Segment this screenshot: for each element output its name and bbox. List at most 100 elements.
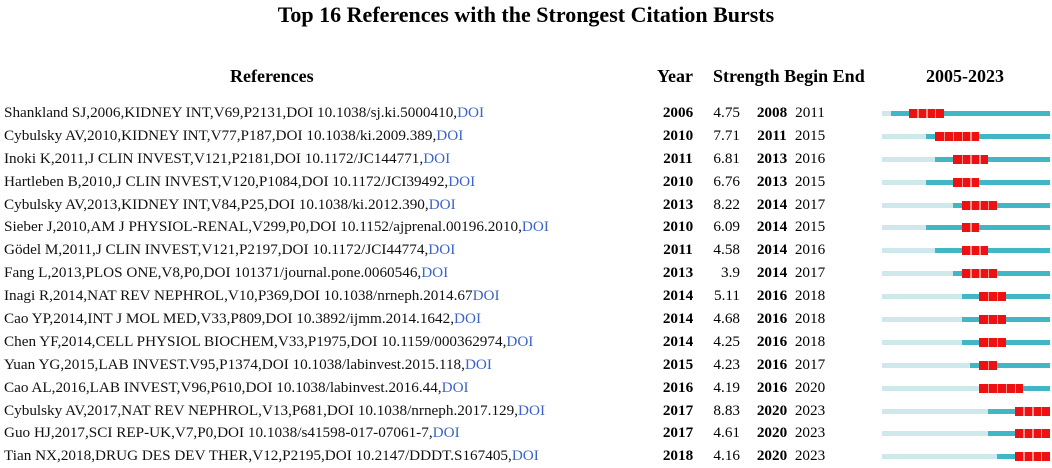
table-row: Tian NX,2018,DRUG DES DEV THER,V12,P2195… <box>0 445 1052 468</box>
doi-link[interactable]: DOI <box>441 378 469 396</box>
doi-link[interactable]: DOI <box>428 241 456 259</box>
strength-cell: 8.83 <box>713 401 740 419</box>
reference-text: Cybulsky AV,2013,KIDNEY INT,V84,P25,DOI … <box>4 195 429 213</box>
doi-link[interactable]: DOI <box>472 287 500 305</box>
reference-cell: Inagi R,2014,NAT REV NEPHROL,V10,P369,DO… <box>4 285 500 308</box>
end-cell: 2017 <box>794 195 826 213</box>
burst-year-tick <box>979 269 981 279</box>
burst-year-tick <box>988 269 990 279</box>
reference-text: Chen YF,2014,CELL PHYSIOL BIOCHEM,V33,P1… <box>4 332 507 350</box>
burst-timeline <box>882 148 1050 171</box>
burst-segment <box>979 315 1006 325</box>
pre-publication-segment <box>882 202 953 208</box>
burst-segment <box>979 383 1024 393</box>
end-cell: 2015 <box>794 172 826 190</box>
end-cell: 2023 <box>794 447 826 465</box>
table-row: Cao AL,2016,LAB INVEST,V96,P610,DOI 10.1… <box>0 377 1052 400</box>
table-row: Cybulsky AV,2010,KIDNEY INT,V77,P187,DOI… <box>0 125 1052 148</box>
burst-segment <box>935 131 980 141</box>
year-cell: 2014 <box>662 287 694 305</box>
reference-cell: Cao AL,2016,LAB INVEST,V96,P610,DOI 10.1… <box>4 377 469 400</box>
burst-year-tick <box>979 246 981 256</box>
reference-cell: Hartleben B,2010,J CLIN INVEST,V120,P108… <box>4 171 475 194</box>
burst-timeline <box>882 377 1050 400</box>
begin-cell: 2016 <box>756 287 788 305</box>
end-cell: 2015 <box>794 126 826 144</box>
burst-year-tick <box>970 200 972 210</box>
table-row: Fang L,2013,PLOS ONE,V8,P0,DOI 101371/jo… <box>0 262 1052 285</box>
year-cell: 2014 <box>662 332 694 350</box>
burst-year-tick <box>1032 429 1034 439</box>
pre-publication-segment <box>882 225 927 231</box>
strength-cell: 8.22 <box>713 195 740 213</box>
year-cell: 2014 <box>662 310 694 328</box>
strength-cell: 4.19 <box>713 378 740 396</box>
doi-link[interactable]: DOI <box>457 104 485 121</box>
burst-timeline <box>882 102 1050 125</box>
burst-timeline <box>882 400 1050 423</box>
reference-cell: Fang L,2013,PLOS ONE,V8,P0,DOI 101371/jo… <box>4 262 448 285</box>
table-row: Yuan YG,2015,LAB INVEST.V95,P1374,DOI 10… <box>0 354 1052 377</box>
strength-cell: 4.75 <box>713 104 740 121</box>
doi-link[interactable]: DOI <box>454 310 482 328</box>
reference-text: Cao YP,2014,INT J MOL MED,V33,P809,DOI 1… <box>4 310 455 328</box>
reference-table: Shankland SJ,2006,KIDNEY INT,V69,P2131,D… <box>0 102 1052 468</box>
doi-link[interactable]: DOI <box>518 401 546 419</box>
burst-year-tick <box>1023 452 1025 462</box>
pre-publication-segment <box>882 156 936 162</box>
end-cell: 2020 <box>794 378 826 396</box>
cited-segment <box>935 248 1050 254</box>
cited-segment <box>970 362 1050 368</box>
doi-link[interactable]: DOI <box>423 149 451 167</box>
end-cell: 2023 <box>794 401 826 419</box>
year-cell: 2016 <box>662 378 694 396</box>
burst-year-tick <box>970 246 972 256</box>
burst-segment <box>961 246 989 256</box>
references-header: References <box>230 66 314 86</box>
burst-year-tick <box>970 223 972 233</box>
burst-year-tick <box>961 131 963 141</box>
pre-publication-segment <box>882 431 989 437</box>
year-cell: 2017 <box>662 401 694 419</box>
begin-cell: 2020 <box>756 401 788 419</box>
strength-begin-end-header: Strength Begin End <box>713 66 865 86</box>
table-row: Cao YP,2014,INT J MOL MED,V33,P809,DOI 1… <box>0 308 1052 331</box>
pre-publication-segment <box>882 385 980 391</box>
cited-segment <box>961 317 1050 323</box>
doi-link[interactable]: DOI <box>464 355 492 373</box>
begin-cell: 2014 <box>756 264 788 282</box>
burst-year-tick <box>988 337 990 347</box>
begin-cell: 2016 <box>756 332 788 350</box>
burst-year-tick <box>979 200 981 210</box>
burst-timeline <box>882 262 1050 285</box>
table-row: Inagi R,2014,NAT REV NEPHROL,V10,P369,DO… <box>0 285 1052 308</box>
table-row: Chen YF,2014,CELL PHYSIOL BIOCHEM,V33,P1… <box>0 331 1052 354</box>
begin-cell: 2016 <box>756 378 788 396</box>
burst-year-tick <box>979 154 981 164</box>
burst-year-tick <box>988 360 990 370</box>
reference-text: Inoki K,2011,J CLIN INVEST,V121,P2181,DO… <box>4 149 424 167</box>
end-cell: 2023 <box>794 424 826 442</box>
begin-cell: 2011 <box>757 126 787 144</box>
pre-publication-segment <box>882 454 997 460</box>
reference-cell: Shankland SJ,2006,KIDNEY INT,V69,P2131,D… <box>4 102 484 125</box>
burst-year-tick <box>988 292 990 302</box>
burst-year-tick <box>1032 452 1034 462</box>
doi-link[interactable]: DOI <box>521 218 549 236</box>
burst-segment <box>979 292 1006 302</box>
doi-link[interactable]: DOI <box>436 126 464 144</box>
table-row: Inoki K,2011,J CLIN INVEST,V121,P2181,DO… <box>0 148 1052 171</box>
burst-segment <box>979 337 1006 347</box>
begin-cell: 2013 <box>756 149 788 167</box>
doi-link[interactable]: DOI <box>511 447 539 465</box>
doi-link[interactable]: DOI <box>421 264 449 282</box>
doi-link[interactable]: DOI <box>506 332 534 350</box>
burst-year-tick <box>988 200 990 210</box>
reference-cell: Chen YF,2014,CELL PHYSIOL BIOCHEM,V33,P1… <box>4 331 533 354</box>
year-cell: 2011 <box>663 241 693 259</box>
begin-cell: 2014 <box>756 195 788 213</box>
doi-link[interactable]: DOI <box>448 172 476 190</box>
doi-link[interactable]: DOI <box>428 195 456 213</box>
reference-cell: Inoki K,2011,J CLIN INVEST,V121,P2181,DO… <box>4 148 450 171</box>
doi-link[interactable]: DOI <box>432 424 460 442</box>
